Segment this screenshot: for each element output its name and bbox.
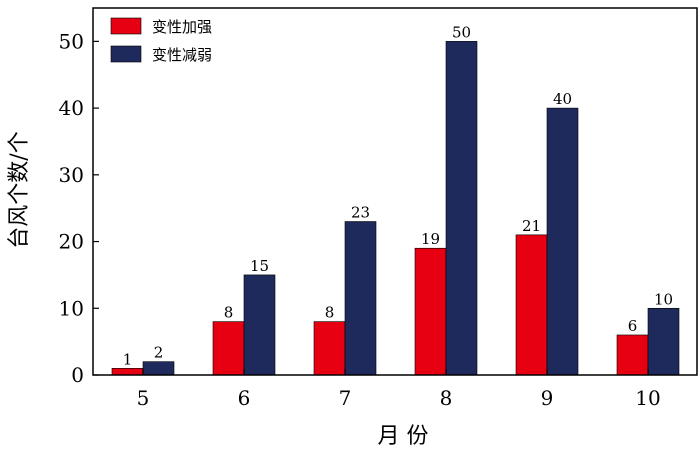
axes-layer: 0 10 20 30 40 50 5 6 7 8 9 10	[59, 7, 698, 410]
bar-weakened-8	[445, 41, 478, 376]
data-label-weakened-8: 50	[452, 23, 471, 41]
x-tick-label: 10	[635, 386, 660, 410]
bars-layer	[111, 41, 680, 376]
bar-strengthened-9	[515, 234, 548, 376]
y-tick-label: 40	[59, 96, 84, 120]
legend-label-strengthened: 变性加强	[152, 18, 212, 36]
data-label-weakened-10: 10	[654, 290, 673, 308]
bar-strengthened-6	[212, 321, 245, 376]
data-labels-layer: 1 2 8 15 8 23 19 50 21 40 6 10	[123, 23, 673, 368]
data-label-strengthened-7: 8	[325, 304, 335, 322]
bar-weakened-10	[647, 307, 680, 376]
bar-strengthened-8	[414, 247, 447, 376]
legend-swatch-weakened	[110, 45, 142, 63]
x-tick-label: 5	[137, 386, 150, 410]
data-label-strengthened-5: 1	[123, 350, 133, 368]
data-label-weakened-5: 2	[154, 344, 164, 362]
data-label-weakened-7: 23	[351, 204, 370, 222]
x-axis-title: 月 份	[378, 424, 429, 448]
x-tick-label: 8	[440, 386, 453, 410]
y-axis-title: 台风个数/个	[7, 131, 32, 248]
data-label-strengthened-6: 8	[224, 304, 234, 322]
x-tick-label: 6	[238, 386, 251, 410]
bar-strengthened-5	[111, 368, 144, 376]
data-label-weakened-6: 15	[250, 257, 269, 275]
plot-frame	[92, 7, 698, 376]
data-label-strengthened-8: 19	[421, 230, 440, 248]
bar-weakened-7	[344, 221, 377, 376]
legend-label-weakened: 变性减弱	[152, 46, 212, 64]
bar-strengthened-10	[616, 334, 649, 376]
y-tick-label: 30	[59, 163, 84, 187]
legend-swatch-strengthened	[110, 17, 142, 35]
data-label-strengthened-9: 21	[522, 217, 541, 235]
y-tick-label: 10	[59, 296, 84, 320]
bar-weakened-5	[142, 361, 175, 376]
bar-weakened-9	[546, 107, 579, 376]
bar-strengthened-7	[313, 321, 346, 376]
y-tick-label: 20	[59, 230, 84, 254]
data-label-strengthened-10: 6	[628, 317, 638, 335]
y-tick-label: 0	[71, 363, 84, 387]
y-tick-label: 50	[59, 29, 84, 53]
x-tick-label: 9	[541, 386, 554, 410]
bar-weakened-6	[243, 274, 276, 376]
data-label-weakened-9: 40	[553, 90, 572, 108]
x-tick-label: 7	[339, 386, 352, 410]
